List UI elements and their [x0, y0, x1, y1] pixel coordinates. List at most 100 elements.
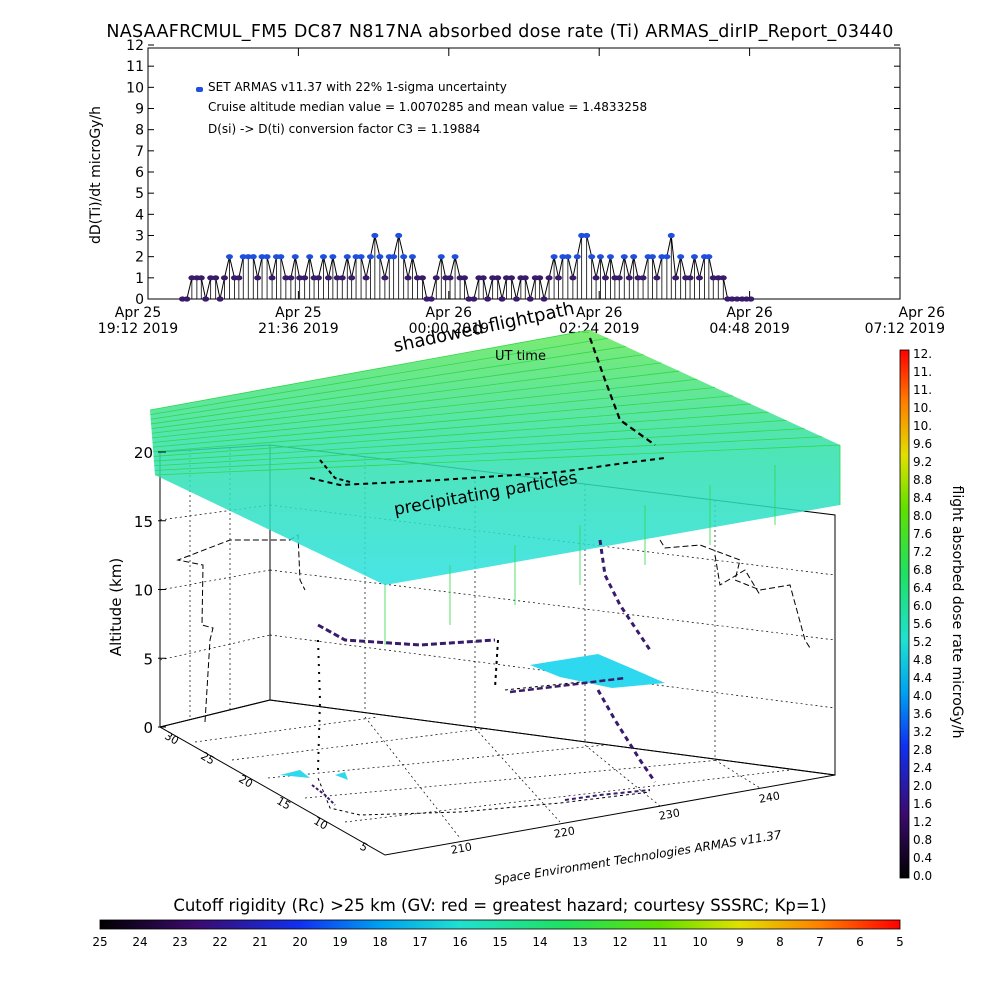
dose-point: [329, 254, 337, 260]
legend-line-conversion: D(si) -> D(ti) conversion factor C3 = 1.…: [208, 122, 481, 136]
chart-title: NASAAFRCMUL_FM5 DC87 N817NA absorbed dos…: [106, 22, 894, 42]
dose-colorbar: [899, 349, 910, 879]
dose-colorbar-tick-label: 8.0: [913, 509, 932, 523]
floor-y-tick-label: 25: [198, 749, 217, 767]
dose-point: [507, 275, 515, 281]
rigidity-colorbar-tick-label: 16: [452, 935, 467, 949]
dose-point: [362, 275, 370, 281]
floor-grid: [194, 716, 791, 839]
sheet-mesh-row: [152, 395, 733, 448]
floor-plane: [158, 699, 836, 856]
dose-point: [400, 254, 408, 260]
rigidity-colorbar-ticks: 25 24 23 22 21 20 19 18 17 16 15 14 13 12 11 10 9 8 7 6 5: [92, 935, 903, 949]
dose-y-tick-label: 11: [126, 59, 144, 75]
floor-y-tick-label: 30: [162, 729, 181, 747]
dose-point: [338, 275, 346, 281]
floor-x-tick-label: 240: [758, 789, 781, 805]
dose-point: [202, 296, 210, 302]
dose-y-tick-label: 1: [135, 271, 144, 287]
altitude-tick-label: 10: [134, 582, 153, 600]
dose-point: [296, 275, 304, 281]
dose-point: [733, 296, 741, 302]
dose-y-tick-label: 2: [135, 250, 144, 266]
altitude-tick-label: 20: [134, 444, 153, 462]
dose-point: [314, 275, 322, 281]
dose-point: [348, 275, 356, 281]
dose-point: [489, 275, 497, 281]
dose-colorbar-tick-label: 4.4: [913, 671, 932, 685]
sheet-mesh-row: [150, 346, 626, 420]
floor-y-ticks: 5 10 15 20 25 30: [162, 729, 370, 854]
dose-point: [408, 254, 416, 260]
dose-colorbar-tick-label: 5.6: [913, 617, 932, 631]
dose-colorbar-tick-label: 6.8: [913, 563, 932, 577]
dose-point: [352, 254, 360, 260]
dose-point: [695, 275, 703, 281]
floor-dose-patch: [530, 654, 665, 688]
dose-point: [460, 275, 468, 281]
dose-point: [306, 254, 314, 260]
dose-point: [634, 275, 642, 281]
precipitating-particles-sheet: [150, 330, 840, 585]
dose-point: [592, 275, 600, 281]
dose-point: [333, 275, 341, 281]
dose-plot-frame: [147, 47, 901, 300]
x-axis-label: UT time: [495, 349, 546, 364]
dose-point: [343, 254, 351, 260]
floor-x-tick-label: 220: [553, 824, 576, 840]
dose-point: [301, 275, 309, 281]
sheet-mesh-row: [153, 419, 787, 462]
dose-point: [588, 254, 596, 260]
dose-point: [663, 254, 671, 260]
dose-point: [216, 296, 224, 302]
dose-point: [596, 254, 604, 260]
dose-point: [207, 275, 215, 281]
sheet-mesh-row: [152, 378, 698, 439]
floor-x-ticks: 210 220 230 240: [450, 789, 781, 856]
credit-label: Space Environment Technologies ARMAS v11…: [493, 828, 783, 887]
dose-colorbar-tick-label: 9.6: [913, 437, 932, 451]
dose-y-tick-label: 3: [135, 229, 144, 245]
sheet-mesh: [149, 329, 841, 645]
altitude-tick-label: 5: [143, 650, 153, 668]
dose-colorbar-tick-label: 7.2: [913, 545, 932, 559]
dose-y-tick-label: 8: [135, 123, 144, 139]
sheet-mesh-row: [149, 329, 591, 411]
dose-point: [451, 254, 459, 260]
dose-series-line: [182, 235, 751, 300]
floor-y-tick-label: 10: [311, 814, 330, 832]
dose-point: [512, 296, 520, 302]
dose-point: [220, 275, 228, 281]
rigidity-colorbar-tick-label: 6: [856, 935, 864, 949]
dose-point: [498, 296, 506, 302]
dose-x-tick-label-time: 04:48 2019: [709, 321, 789, 337]
dose-point: [427, 296, 435, 302]
dose-point: [502, 275, 510, 281]
rigidity-colorbar-tick-label: 10: [692, 935, 707, 949]
dose-point: [239, 254, 247, 260]
dose-x-tick-label-date: Apr 26: [576, 305, 623, 321]
left-wall-grid: [159, 448, 271, 720]
dose-point: [291, 254, 299, 260]
dose-point: [526, 296, 534, 302]
sheet-mesh-row: [151, 370, 680, 434]
dose-point: [569, 275, 577, 281]
dose-point: [677, 254, 685, 260]
dose-x-tick-label-time: 21:36 2019: [258, 321, 338, 337]
dose-point: [653, 275, 661, 281]
rigidity-colorbar: [99, 919, 901, 930]
dose-point: [432, 275, 440, 281]
dose-y-tick-label: 12: [126, 38, 144, 54]
dose-colorbar-tick-label: 3.2: [913, 725, 932, 739]
dose-point: [536, 275, 544, 281]
dose-point: [212, 275, 220, 281]
dose-point: [413, 275, 421, 281]
flight-3d-plot: shadowed flightpath precipitating partic…: [134, 298, 841, 887]
dose-point: [282, 275, 290, 281]
dose-point: [225, 254, 233, 260]
rigidity-colorbar-tick-label: 8: [776, 935, 784, 949]
dose-point: [366, 254, 374, 260]
dose-point: [658, 254, 666, 260]
dose-point: [545, 275, 553, 281]
